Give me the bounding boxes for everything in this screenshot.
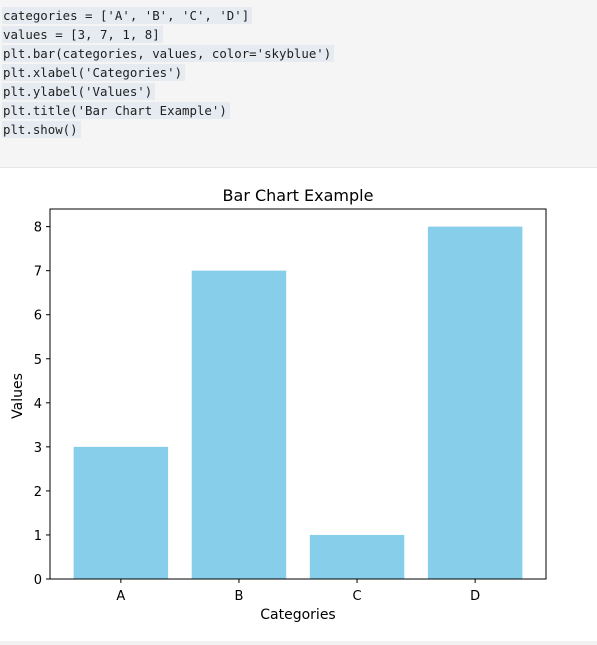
- code-line-5[interactable]: plt.ylabel('Values'): [2, 83, 156, 100]
- x-axis-ticks: A B C D: [116, 579, 480, 604]
- plot-frame: [49, 208, 547, 580]
- bar-a: [73, 446, 169, 579]
- x-tick-label: A: [116, 589, 125, 604]
- x-tick-label: D: [470, 589, 480, 604]
- y-axis-label: Values: [10, 373, 26, 419]
- y-tick-label: 2: [34, 485, 42, 500]
- code-line-1[interactable]: categories = ['A', 'B', 'C', 'D']: [2, 7, 253, 24]
- x-tick-label: C: [353, 589, 362, 604]
- cell-output: Bar Chart Example Categories Values 0 1 2 3…: [0, 168, 597, 640]
- x-tick-label: B: [234, 589, 243, 604]
- y-tick-label: 0: [34, 573, 42, 588]
- code-line-2[interactable]: values = [3, 7, 1, 8]: [2, 26, 163, 43]
- y-tick-label: 6: [34, 309, 42, 324]
- code-cell[interactable]: categories = ['A', 'B', 'C', 'D'] values…: [0, 0, 597, 168]
- code-line-3[interactable]: plt.bar(categories, values, color='skybl…: [2, 45, 335, 62]
- code-line-6[interactable]: plt.title('Bar Chart Example'): [2, 102, 230, 119]
- y-tick-label: 7: [34, 265, 42, 280]
- bars-group: [73, 226, 523, 579]
- bar-c: [309, 534, 405, 579]
- y-axis-ticks: 0 1 2 3 4 5 6 7 8: [34, 221, 50, 588]
- y-tick-label: 3: [34, 441, 42, 456]
- code-line-7[interactable]: plt.show(): [2, 121, 81, 138]
- bar-d: [427, 226, 523, 579]
- bar-chart: Bar Chart Example Categories Values 0 1 2 3…: [10, 186, 547, 623]
- y-tick-label: 8: [34, 221, 42, 236]
- y-tick-label: 4: [34, 397, 42, 412]
- chart-title: Bar Chart Example: [223, 186, 374, 205]
- bar-b: [191, 270, 287, 579]
- x-axis-label: Categories: [260, 607, 335, 623]
- cell-divider: [0, 641, 597, 645]
- y-tick-label: 1: [34, 529, 42, 544]
- y-tick-label: 5: [34, 353, 42, 368]
- code-line-4[interactable]: plt.xlabel('Categories'): [2, 64, 186, 81]
